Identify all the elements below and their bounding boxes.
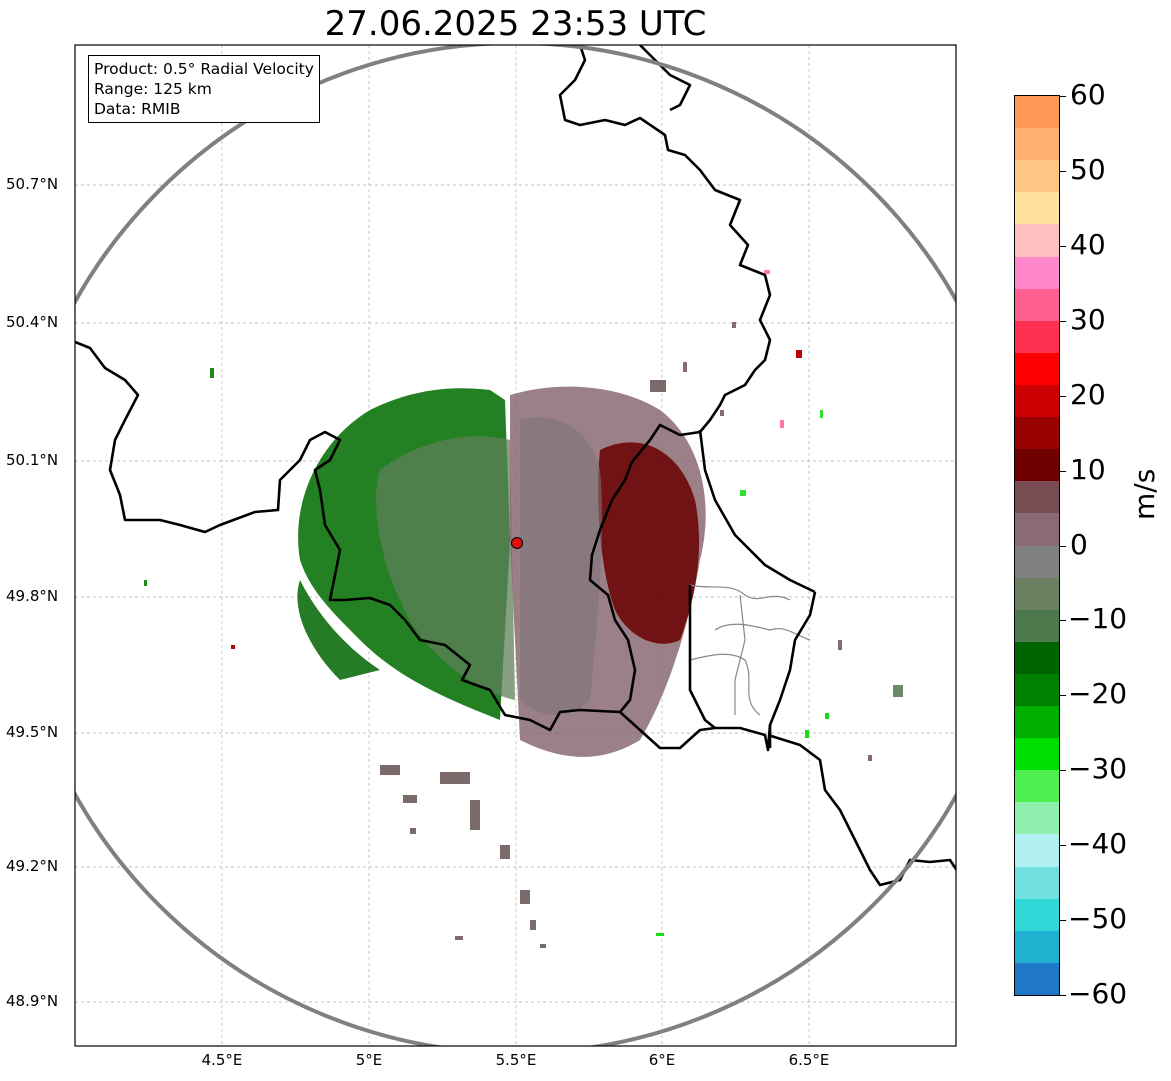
colorbar-tick-label: 10: [1070, 452, 1106, 486]
lon-label: 6°E: [648, 1051, 676, 1069]
colorbar-segment: [1015, 160, 1059, 194]
lat-label: 49.5°N: [6, 723, 59, 741]
colorbar-tick-mark: [1060, 395, 1066, 397]
colorbar-segment: [1015, 513, 1059, 547]
colorbar-tick-mark: [1060, 620, 1066, 622]
colorbar-segment: [1015, 577, 1059, 611]
colorbar-tick-label: −50: [1068, 902, 1128, 936]
lon-label: 5°E: [355, 1051, 383, 1069]
colorbar-tick-label: −40: [1068, 827, 1128, 861]
colorbar-tick-mark: [1060, 96, 1066, 97]
colorbar-tick-label: 20: [1070, 377, 1106, 411]
lat-label: 50.7°N: [6, 175, 59, 193]
colorbar-segment: [1015, 609, 1059, 643]
colorbar-tick-mark: [1060, 770, 1066, 772]
lat-label: 48.9°N: [6, 992, 59, 1010]
colorbar-segment: [1015, 930, 1059, 964]
country-borders: [75, 45, 956, 887]
radar-echoes: [144, 270, 903, 948]
colorbar-segment: [1015, 706, 1059, 740]
lat-label: 50.1°N: [6, 451, 59, 469]
colorbar-tick-label: −30: [1068, 752, 1128, 786]
colorbar-segment: [1015, 898, 1059, 932]
colorbar: [1014, 95, 1060, 996]
map-title: 27.06.2025 23:53 UTC: [324, 4, 707, 44]
colorbar-segment: [1015, 320, 1059, 354]
colorbar-tick-mark: [1060, 920, 1066, 922]
colorbar-tick-mark: [1060, 470, 1066, 472]
colorbar-tick-label: 60: [1070, 78, 1106, 111]
colorbar-tick-mark: [1060, 545, 1066, 547]
colorbar-tick-label: 40: [1070, 227, 1106, 261]
colorbar-tick-label: −10: [1068, 602, 1128, 636]
colorbar-tick-mark: [1060, 170, 1066, 172]
canton-borders: [689, 584, 811, 716]
colorbar-segment: [1015, 352, 1059, 386]
info-box: Product: 0.5° Radial Velocity Range: 125…: [88, 55, 320, 123]
colorbar-tick-label: 50: [1070, 152, 1106, 186]
colorbar-segment: [1015, 128, 1059, 162]
colorbar-unit-label: m/s: [1128, 468, 1161, 520]
colorbar-segment: [1015, 641, 1059, 675]
colorbar-segment: [1015, 962, 1059, 995]
plot-frame: [74, 44, 957, 1047]
lon-label: 6.5°E: [788, 1051, 830, 1069]
colorbar-segment: [1015, 96, 1059, 130]
colorbar-tick-label: 0: [1070, 527, 1088, 561]
colorbar-segment: [1015, 224, 1059, 258]
colorbar-tick-mark: [1060, 695, 1066, 697]
lat-label: 49.2°N: [6, 857, 59, 875]
lon-label: 4.5°E: [201, 1051, 243, 1069]
colorbar-segment: [1015, 192, 1059, 226]
lon-label: 5.5°E: [495, 1051, 537, 1069]
colorbar-segment: [1015, 770, 1059, 804]
colorbar-segment: [1015, 417, 1059, 451]
colorbar-segment: [1015, 866, 1059, 900]
colorbar-segment: [1015, 481, 1059, 515]
colorbar-segment: [1015, 673, 1059, 708]
lat-label: 49.8°N: [6, 587, 59, 605]
colorbar-segment: [1015, 256, 1059, 290]
colorbar-tick-mark: [1060, 995, 1066, 996]
colorbar-tick-mark: [1060, 845, 1066, 847]
colorbar-segment: [1015, 449, 1059, 483]
colorbar-tick-mark: [1060, 320, 1066, 322]
colorbar-segment: [1015, 384, 1059, 419]
colorbar-tick-label: −60: [1068, 977, 1128, 1010]
lat-label: 50.4°N: [6, 313, 59, 331]
colorbar-tick-mark: [1060, 245, 1066, 247]
colorbar-segment: [1015, 834, 1059, 868]
colorbar-tick-label: 30: [1070, 302, 1106, 336]
info-data-source: Data: RMIB: [94, 100, 181, 118]
colorbar-segment: [1015, 802, 1059, 836]
colorbar-tick-label: −20: [1068, 677, 1128, 711]
colorbar-segment: [1015, 545, 1059, 579]
colorbar-segment: [1015, 738, 1059, 772]
info-product: Product: 0.5° Radial Velocity: [94, 60, 314, 78]
colorbar-segment: [1015, 288, 1059, 322]
info-range: Range: 125 km: [94, 80, 212, 98]
radar-site-marker[interactable]: [511, 537, 523, 549]
